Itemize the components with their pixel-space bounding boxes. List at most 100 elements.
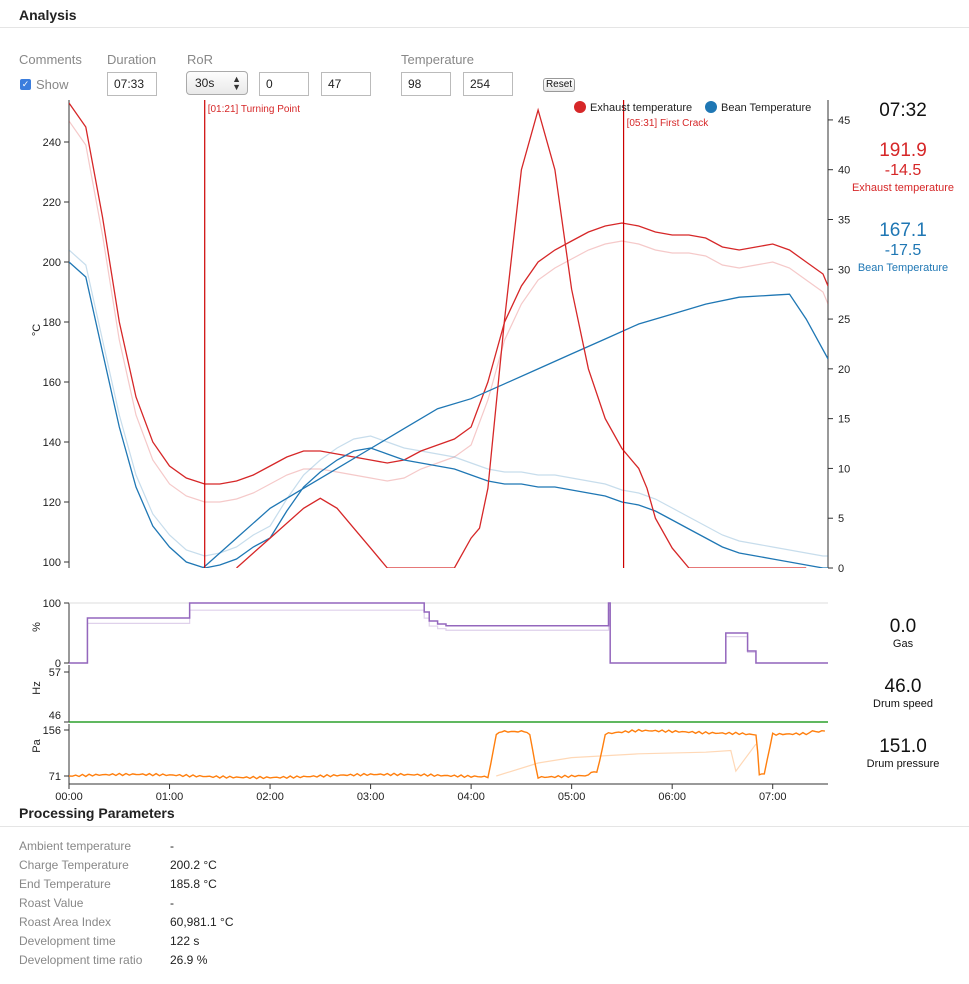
ror-select-value: 30s — [195, 76, 215, 90]
parameter-key: Development time ratio — [19, 953, 143, 967]
y2-tick-label: 40 — [838, 165, 850, 177]
parameter-value: 185.8 °C — [170, 877, 217, 891]
gas-line — [69, 602, 828, 664]
roast-chart[interactable]: 100 120 140 160 180 200 220 240 °C 0 5 10 15 20 25 30 35… — [0, 0, 969, 800]
ror-select[interactable]: 30s ▲ ▼ — [186, 71, 248, 95]
x-tick-label: 01:00 — [156, 791, 184, 800]
drum-speed-tick-label: 46 — [49, 710, 61, 722]
exhaust-reference-line — [69, 120, 828, 503]
parameter-value: 122 s — [170, 934, 200, 948]
drum-speed-label: Drum speed — [873, 698, 933, 710]
drum-pressure-tick-label: 71 — [49, 771, 61, 783]
duration-input[interactable]: 07:33 — [107, 72, 157, 96]
parameter-key: Roast Area Index — [19, 915, 112, 929]
bean-label: Bean Temperature — [857, 262, 949, 274]
drum-pressure-axis-label: Pa — [31, 738, 43, 752]
y-tick-label: 240 — [43, 137, 61, 149]
y-tick-label: 120 — [43, 497, 61, 509]
y-tick-label: 140 — [43, 437, 61, 449]
temp-min-input[interactable]: 98 — [401, 72, 451, 96]
current-time: 07:32 — [879, 100, 927, 121]
analysis-title: Analysis — [19, 7, 77, 23]
show-comments-checkbox[interactable]: ✓ — [20, 79, 31, 90]
exhaust-temperature-line — [69, 102, 828, 485]
y2-tick-label: 10 — [838, 463, 850, 475]
parameter-value: 60,981.1 °C — [170, 915, 234, 929]
legend-swatch — [574, 101, 586, 113]
temperature-label: Temperature — [401, 52, 474, 67]
chart-legend[interactable]: Exhaust temperature Bean Temperature — [574, 101, 811, 114]
y2-tick-label: 25 — [838, 314, 850, 326]
exhaust-ror-line — [236, 107, 807, 568]
x-tick-label: 03:00 — [357, 791, 385, 800]
x-tick-label: 06:00 — [658, 791, 686, 800]
drum-speed-value: 46.0 — [884, 676, 922, 697]
y2-tick-label: 15 — [838, 414, 850, 426]
parameter-value: - — [170, 839, 174, 853]
drum-speed-plot: 46 57 Hz — [31, 665, 828, 723]
legend-label: Bean Temperature — [721, 102, 811, 114]
time-axis: 00:00 01:00 02:00 03:00 04:00 05:00 06:00 07:00 — [55, 783, 828, 800]
drum-pressure-reference-line — [496, 743, 757, 777]
drum-pressure-line — [68, 728, 825, 780]
legend-label: Exhaust temperature — [590, 102, 692, 114]
temp-max-input[interactable]: 254 — [463, 72, 513, 96]
parameter-key: Development time — [19, 934, 116, 948]
bean-temperature-line — [69, 261, 828, 568]
processing-title: Processing Parameters — [19, 805, 175, 821]
x-tick-label: 07:00 — [759, 791, 787, 800]
select-arrows-icon: ▲ ▼ — [232, 74, 241, 92]
header-divider — [0, 27, 969, 28]
gas-label: Gas — [892, 638, 914, 650]
parameter-key: Charge Temperature — [19, 858, 129, 872]
event-label: [05:31] First Crack — [627, 118, 710, 129]
y2-tick-label: 5 — [838, 513, 844, 525]
gas-axis-label: % — [31, 622, 43, 632]
y2-tick-label: 20 — [838, 364, 850, 376]
x-tick-label: 00:00 — [55, 791, 83, 800]
y-tick-label: 180 — [43, 317, 61, 329]
bean-value: 167.1 — [879, 220, 927, 241]
processing-divider — [0, 826, 969, 827]
parameter-value: - — [170, 896, 174, 910]
ror-min-input[interactable]: 0 — [259, 72, 309, 96]
y2-tick-label: 30 — [838, 264, 850, 276]
y2-tick-label: 35 — [838, 214, 850, 226]
x-tick-label: 05:00 — [558, 791, 586, 800]
drum-pressure-tick-label: 156 — [43, 725, 61, 737]
y2-tick-label: 45 — [838, 115, 850, 127]
exhaust-value: 191.9 — [879, 140, 927, 161]
reset-button[interactable]: Reset — [543, 78, 575, 92]
y2-tick-label: 0 — [838, 563, 844, 575]
show-comments-label[interactable]: Show — [36, 77, 69, 92]
gas-plot: 0 100% — [31, 598, 828, 670]
temperature-plot: 100 120 140 160 180 200 220 240 °C 0 5 10 15 20 25 30 35… — [31, 100, 850, 575]
exhaust-label: Exhaust temperature — [851, 182, 955, 194]
exhaust-ror: -14.5 — [884, 162, 922, 179]
event-label: [01:21] Turning Point — [208, 104, 301, 115]
y-tick-label: 220 — [43, 197, 61, 209]
drum-pressure-label: Drum pressure — [866, 758, 940, 770]
drum-speed-tick-label: 57 — [49, 667, 61, 679]
x-tick-label: 02:00 — [256, 791, 284, 800]
duration-label: Duration — [107, 52, 157, 67]
y-tick-label: 100 — [43, 557, 61, 569]
drum-pressure-value: 151.0 — [879, 736, 927, 757]
y-tick-label: 160 — [43, 377, 61, 389]
y-axis-label: °C — [31, 324, 43, 336]
gas-value: 0.0 — [889, 616, 917, 637]
gas-tick-label: 0 — [55, 658, 61, 670]
x-tick-label: 04:00 — [457, 791, 485, 800]
bean-reference-line — [69, 249, 828, 557]
parameter-value: 26.9 % — [170, 953, 208, 967]
legend-swatch — [705, 101, 717, 113]
parameter-key: Roast Value — [19, 896, 84, 910]
ror-max-input[interactable]: 47 — [321, 72, 371, 96]
comments-label: Comments — [19, 52, 82, 67]
drum-speed-axis-label: Hz — [31, 681, 43, 694]
parameter-value: 200.2 °C — [170, 858, 217, 872]
parameter-key: Ambient temperature — [19, 839, 132, 853]
parameter-key: End Temperature — [19, 877, 111, 891]
gas-tick-label: 100 — [43, 598, 61, 610]
